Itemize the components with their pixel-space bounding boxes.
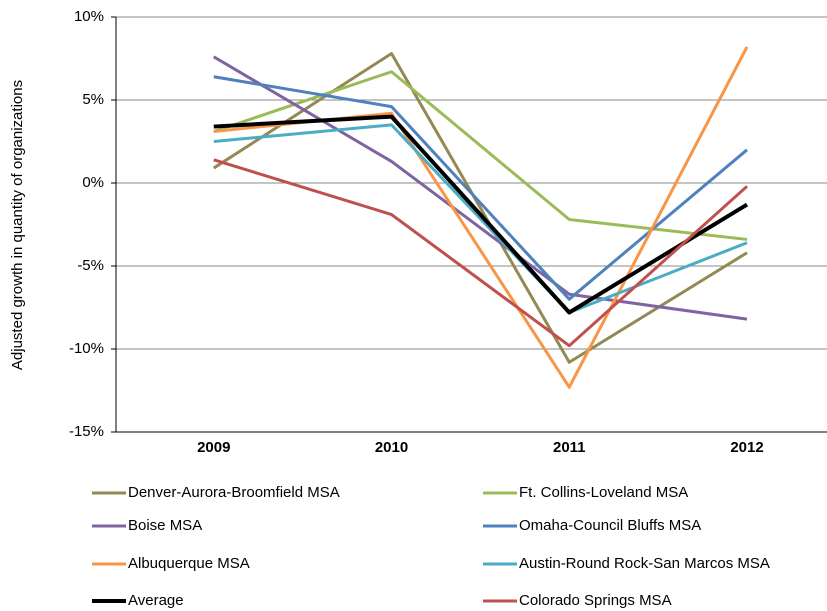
series-line [213, 114, 749, 315]
y-tick-label: -15% [69, 423, 104, 440]
series-line [213, 75, 748, 301]
legend-label: Denver-Aurora-Broomfield MSA [128, 484, 340, 501]
series-line [213, 70, 748, 241]
y-tick-label: 10% [74, 8, 104, 25]
legend-label: Boise MSA [128, 517, 202, 534]
legend-label: Average [128, 592, 184, 609]
series-line [213, 55, 748, 321]
series-line [213, 123, 748, 314]
y-tick-label: 0% [82, 174, 104, 191]
x-tick-label: 2010 [375, 439, 408, 456]
legend-label: Albuquerque MSA [128, 555, 250, 572]
x-tick-label: 2011 [553, 439, 586, 456]
x-tick-label: 2012 [730, 439, 763, 456]
legend-label: Ft. Collins-Loveland MSA [519, 484, 688, 501]
x-tick-label: 2009 [197, 439, 230, 456]
y-tick-label: -10% [69, 340, 104, 357]
y-axis-label: Adjusted growth in quantity of organizat… [9, 80, 26, 370]
legend-label: Austin-Round Rock-San Marcos MSA [519, 555, 770, 572]
series-line [213, 158, 749, 348]
y-tick-label: 5% [82, 91, 104, 108]
y-tick-label: -5% [77, 257, 104, 274]
legend-label: Colorado Springs MSA [519, 592, 672, 609]
legend-label: Omaha-Council Bluffs MSA [519, 517, 701, 534]
